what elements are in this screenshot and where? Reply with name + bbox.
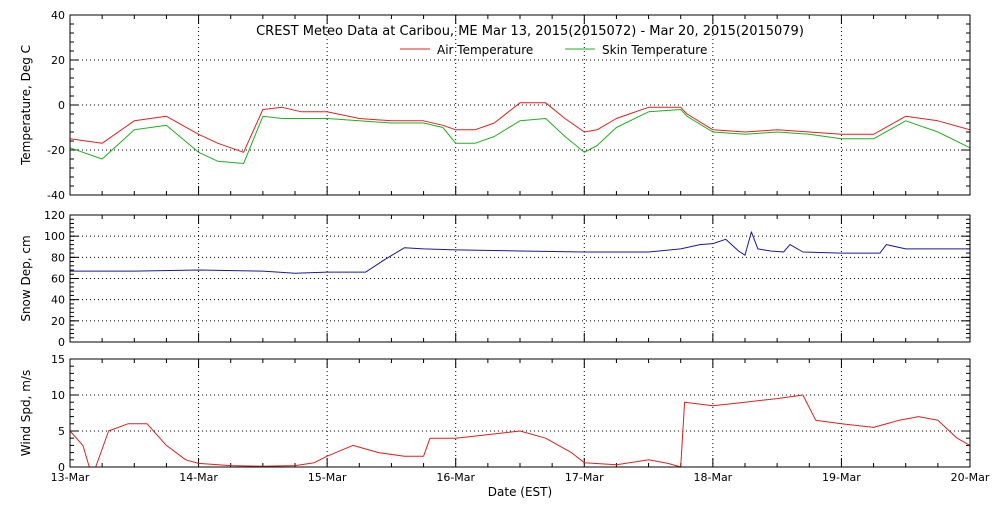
x-tick-label: 19-Mar (822, 471, 861, 484)
series-line-0-0 (69, 102, 971, 153)
x-tick-label: 15-Mar (308, 471, 347, 484)
plot-frame (69, 214, 971, 343)
y-tick-label: 0 (58, 99, 65, 112)
series-line-2-0 (69, 394, 971, 468)
plot-frame (69, 358, 971, 468)
y-tick-label: 120 (44, 209, 65, 222)
y-tick-label: 20 (51, 54, 65, 67)
plot-frame (69, 14, 971, 196)
y-axis-title: Temperature, Deg C (19, 45, 33, 166)
y-tick-label: -20 (47, 144, 65, 157)
legend-label: Skin Temperature (602, 43, 707, 57)
y-tick-label: 15 (51, 353, 65, 366)
y-axis-title: Snow Dep, cm (19, 235, 33, 321)
y-tick-label: 10 (51, 389, 65, 402)
x-tick-label: 13-Mar (51, 471, 90, 484)
x-tick-label: 16-Mar (436, 471, 475, 484)
y-tick-label: 0 (58, 336, 65, 349)
y-tick-label: 5 (58, 425, 65, 438)
y-tick-label: 80 (51, 251, 65, 264)
x-tick-label: 17-Mar (565, 471, 604, 484)
y-tick-label: 40 (51, 9, 65, 22)
y-tick-label: 100 (44, 230, 65, 243)
y-tick-label: 0 (58, 461, 65, 474)
x-tick-label: 14-Mar (179, 471, 218, 484)
y-tick-label: 20 (51, 315, 65, 328)
series-line-1-0 (70, 231, 970, 274)
y-tick-label: 60 (51, 273, 65, 286)
y-axis-title: Wind Spd, m/s (19, 370, 33, 456)
x-axis-title: Date (EST) (488, 485, 552, 499)
legend-label: Air Temperature (437, 43, 533, 57)
series-line-0-1 (69, 109, 971, 164)
x-tick-label: 20-Mar (951, 471, 990, 484)
y-tick-label: -40 (47, 189, 65, 202)
chart-title: CREST Meteo Data at Caribou, ME Mar 13, … (256, 24, 804, 39)
y-tick-label: 40 (51, 294, 65, 307)
x-tick-label: 18-Mar (693, 471, 732, 484)
